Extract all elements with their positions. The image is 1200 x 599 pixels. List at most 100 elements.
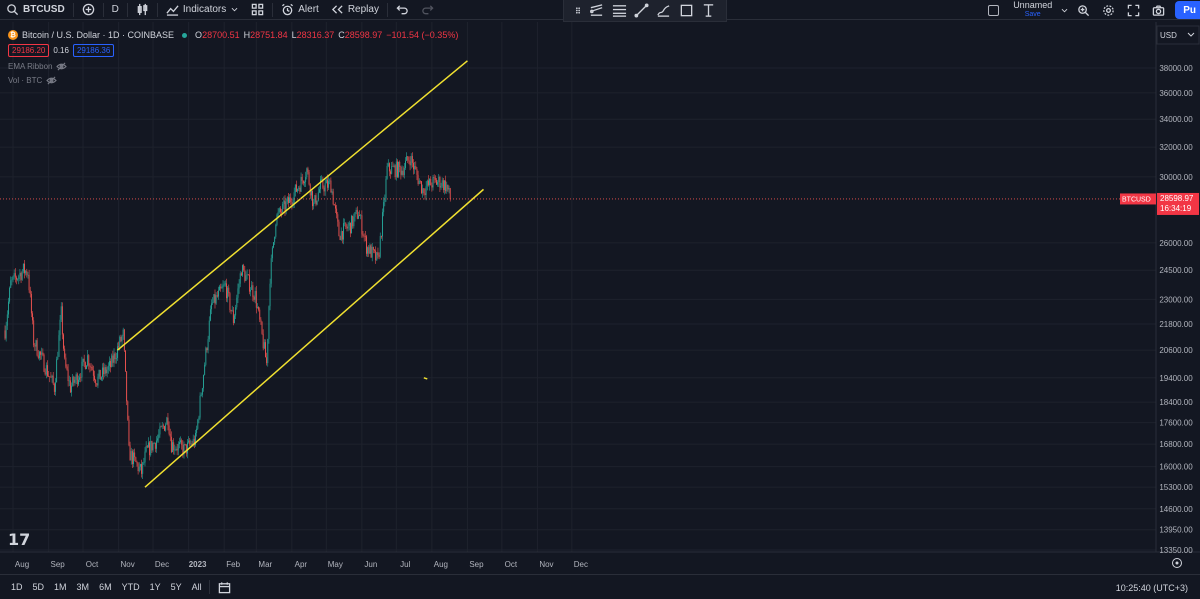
replay-icon	[331, 3, 344, 16]
candle	[215, 292, 217, 305]
indicators-icon	[166, 3, 179, 16]
currency-selector[interactable]: USD	[1156, 25, 1200, 45]
candle	[130, 447, 132, 465]
open-value: 28700.51	[202, 30, 240, 40]
candle	[299, 185, 301, 194]
candle	[250, 287, 252, 297]
pitchfork-tool-icon[interactable]	[589, 3, 604, 18]
camera-icon[interactable]	[1146, 0, 1171, 20]
indicator-ema-ribbon[interactable]: EMA Ribbon	[8, 62, 458, 71]
candle	[349, 222, 351, 238]
goto-date-button[interactable]	[1172, 558, 1182, 568]
candle	[117, 342, 118, 361]
publish-button[interactable]: Pu	[1175, 1, 1200, 19]
gear-icon[interactable]	[1096, 0, 1121, 20]
timeframe-all[interactable]: All	[191, 582, 202, 592]
candle	[169, 428, 171, 442]
trendline-tool-icon[interactable]	[634, 3, 649, 18]
time-axis[interactable]	[0, 551, 1200, 574]
candle	[244, 266, 246, 283]
rectangle-tool-icon[interactable]	[679, 3, 694, 18]
candle	[66, 364, 68, 371]
candle	[20, 271, 22, 283]
plus-circle-icon	[82, 3, 95, 16]
price-chart[interactable]: 38000.00 36000.00 34000.00 32000.00 30000.00…	[0, 22, 1200, 574]
candle	[386, 162, 388, 180]
timeframe-ytd[interactable]: YTD	[121, 582, 140, 592]
chart-type-button[interactable]	[130, 0, 155, 20]
eye-hidden-icon[interactable]	[46, 76, 57, 85]
quick-search-icon[interactable]	[1071, 0, 1096, 20]
candle	[432, 174, 434, 191]
symbol-title[interactable]: Bitcoin / U.S. Dollar · 1D · COINBASE	[22, 30, 175, 40]
candle	[335, 202, 336, 214]
channel-lower-line[interactable]	[144, 188, 485, 488]
candle	[294, 184, 296, 197]
candle	[53, 382, 55, 396]
timeframe-3m[interactable]: 3M	[76, 582, 90, 592]
clock-timezone[interactable]: 10:25:40 (UTC+3)	[1115, 583, 1188, 593]
short-marker-line[interactable]	[423, 377, 428, 380]
templates-button[interactable]	[245, 0, 270, 20]
eye-hidden-icon[interactable]	[56, 62, 68, 71]
candle	[160, 425, 162, 428]
fib-channel-tool-icon[interactable]	[612, 3, 627, 18]
chevron-down-icon[interactable]	[1058, 0, 1071, 20]
candle	[110, 358, 112, 373]
candle	[214, 289, 216, 309]
redo-button[interactable]	[415, 0, 440, 20]
compare-button[interactable]	[76, 0, 101, 20]
candle	[424, 188, 426, 200]
candle	[340, 227, 342, 242]
indicator-volume[interactable]: Vol · BTC	[8, 76, 458, 85]
candle	[77, 375, 79, 386]
timeframe-1y[interactable]: 1Y	[149, 582, 161, 592]
divider	[102, 2, 104, 17]
candle	[125, 350, 126, 373]
layout-name-button[interactable]: Unnamed Save	[1013, 1, 1052, 19]
tradingview-logo[interactable]: 17	[8, 530, 31, 549]
candle	[121, 334, 123, 347]
timeframe-5y[interactable]: 5Y	[170, 582, 182, 592]
alert-button[interactable]: Alert	[275, 0, 325, 20]
candle	[172, 439, 173, 453]
candle	[5, 321, 7, 342]
sell-button[interactable]: 29186.20	[8, 44, 50, 57]
grid-icon	[251, 3, 264, 16]
channel-lines[interactable]	[116, 60, 485, 488]
timeframe-1d[interactable]: 1D	[11, 582, 23, 592]
candle	[30, 291, 32, 318]
symbol-search-button[interactable]: BTCUSD	[0, 0, 71, 20]
candle	[329, 178, 331, 185]
candle	[195, 429, 196, 447]
candle	[265, 339, 266, 358]
candle	[48, 370, 50, 377]
undo-button[interactable]	[390, 0, 415, 20]
timeframe-5d[interactable]: 5D	[32, 582, 45, 592]
drag-handle-icon[interactable]	[574, 3, 582, 18]
timeframe-6m[interactable]: 6M	[99, 582, 112, 592]
brush-tool-icon[interactable]	[656, 3, 671, 18]
candle	[286, 196, 288, 205]
candle	[398, 161, 400, 179]
candle	[147, 437, 149, 448]
fullscreen-icon[interactable]	[1121, 0, 1146, 20]
candle	[138, 462, 140, 473]
candle	[243, 263, 245, 272]
buy-button[interactable]: 29186.36	[72, 44, 115, 57]
text-tool-icon[interactable]	[701, 3, 716, 18]
layout-checkbox[interactable]	[988, 4, 1000, 16]
candle	[174, 444, 176, 455]
channel-upper-line[interactable]	[116, 60, 468, 351]
price-axis[interactable]	[1155, 22, 1200, 552]
candle	[239, 271, 241, 288]
candle	[84, 361, 86, 370]
date-range-icon[interactable]	[212, 577, 237, 597]
replay-button[interactable]: Replay	[325, 0, 385, 20]
indicators-button[interactable]: Indicators	[160, 0, 245, 20]
candle	[212, 297, 214, 306]
candle	[384, 194, 386, 207]
interval-button[interactable]: D	[106, 0, 125, 20]
timeframe-1m[interactable]: 1M	[54, 582, 67, 592]
price-tick-label: 23000.00	[1159, 295, 1193, 304]
